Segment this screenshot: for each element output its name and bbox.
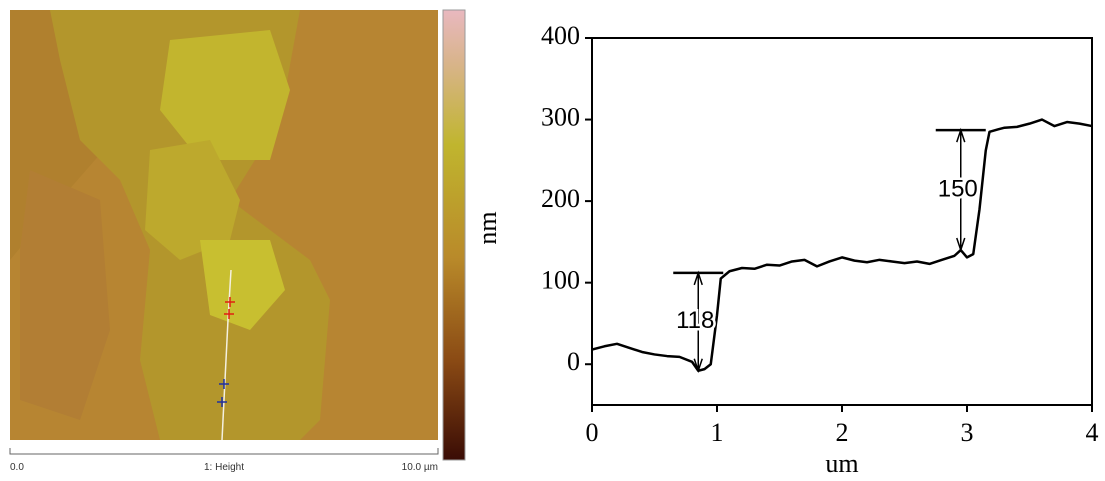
colorbar-label: nm: [473, 211, 502, 244]
arrow-head: [956, 237, 966, 253]
y-tick-label: 0: [567, 347, 580, 376]
scale-bar: [9, 448, 439, 455]
blue-cursors: [217, 379, 229, 407]
channel-label: 1: Height: [204, 462, 244, 473]
afm-terrace: [145, 140, 240, 260]
afm-terrace: [200, 240, 285, 330]
step-label: 118: [676, 307, 714, 334]
colorbar: [442, 9, 466, 461]
y-tick-label: 200: [541, 184, 580, 213]
arrow-head: [693, 358, 703, 374]
afm-terrace: [160, 30, 290, 160]
profile-line: [221, 269, 232, 441]
arrow-head: [693, 270, 703, 286]
scale-end: 10.0 µm: [402, 462, 438, 473]
x-tick-label: 2: [836, 418, 849, 447]
chart: um 0 100 200 300 400 0 1 2 3 4 118 150: [541, 21, 1099, 478]
afm-image: nm 0.0 1: Height 10.0 µm: [9, 9, 502, 473]
x-tick-label: 3: [961, 418, 974, 447]
x-tick-label: 1: [711, 418, 724, 447]
x-axis-title: um: [825, 449, 858, 478]
profile-line: [591, 118, 1093, 372]
red-cursors: [224, 297, 235, 319]
x-tick-label: 4: [1086, 418, 1099, 447]
y-tick-label: 300: [541, 103, 580, 132]
x-tick-label: 0: [586, 418, 599, 447]
plot-frame: [591, 37, 1093, 406]
y-tick-label: 400: [541, 21, 580, 50]
step-label: 150: [938, 175, 978, 202]
scale-start: 0.0: [10, 462, 24, 473]
y-tick-label: 100: [541, 266, 580, 295]
afm-terrace: [20, 170, 110, 420]
arrow-head: [956, 127, 966, 143]
